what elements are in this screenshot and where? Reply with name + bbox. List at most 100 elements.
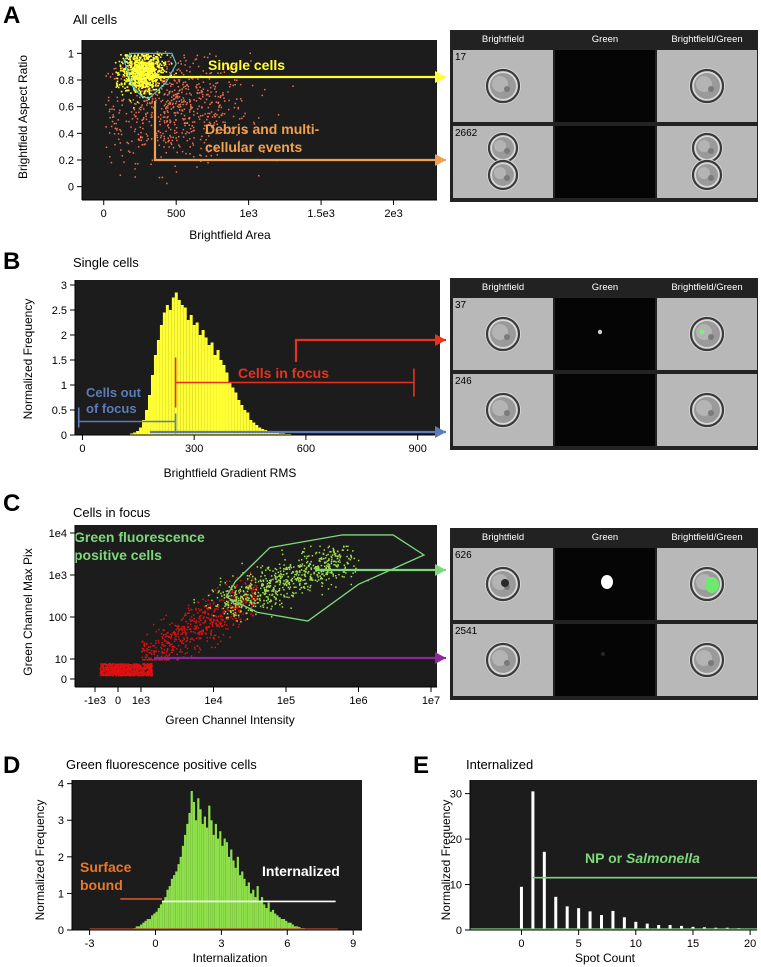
histogram-bar — [278, 917, 281, 930]
negative-cell-point — [125, 669, 127, 672]
cell-granule — [708, 660, 714, 666]
debris-point — [112, 105, 115, 108]
negative-cell-point — [110, 671, 113, 674]
fluorescent-blob — [601, 575, 613, 589]
panel-a-xtick-label: 2e3 — [384, 208, 402, 220]
positive-cell-point — [315, 551, 318, 554]
histogram-bar — [276, 433, 280, 435]
single-cell-point — [152, 62, 155, 64]
tile-background — [555, 126, 655, 198]
negative-cell-point — [142, 669, 144, 671]
negative-cell-point — [181, 651, 183, 653]
debris-point — [123, 161, 125, 163]
positive-cell-point — [297, 574, 300, 576]
panel-b-xtick-label: 900 — [408, 443, 426, 455]
single-cell-point — [141, 63, 144, 65]
panel-c-ytick-label: 100 — [49, 612, 67, 624]
debris-point — [183, 54, 185, 57]
negative-cell-point — [235, 619, 237, 622]
negative-cell-point — [215, 622, 217, 625]
negative-cell-point — [127, 671, 129, 673]
negative-cell-point — [134, 674, 136, 676]
histogram-bar — [155, 911, 158, 930]
negative-cell-point — [120, 670, 122, 672]
single-cell-point — [158, 70, 161, 73]
negative-cell-point — [238, 616, 240, 619]
histogram-bar — [258, 900, 261, 930]
negative-cell-point — [106, 672, 109, 674]
debris-point — [182, 101, 185, 103]
positive-cell-point — [260, 575, 262, 578]
positive-cell-point — [355, 567, 357, 570]
negative-cell-point — [223, 594, 225, 597]
positive-cell-point — [318, 579, 320, 581]
negative-cell-point — [124, 669, 126, 671]
single-cell-point — [147, 58, 149, 60]
histogram-bar — [177, 300, 181, 435]
single-cell-point — [135, 91, 137, 93]
histogram-bar — [264, 430, 268, 435]
debris-point — [209, 53, 211, 55]
positive-cell-point — [274, 575, 277, 578]
negative-cell-point — [101, 672, 103, 674]
debris-point — [185, 87, 187, 90]
negative-cell-point — [164, 655, 166, 658]
gallery-image-tile — [657, 50, 757, 122]
negative-cell-point — [217, 620, 219, 623]
debris-point — [261, 94, 263, 97]
single-cell-point — [129, 64, 132, 67]
negative-cell-point — [245, 592, 247, 594]
single-cell-point — [128, 61, 131, 64]
single-cell-point — [165, 71, 168, 73]
debris-point — [150, 114, 153, 116]
single-cell-point — [144, 74, 146, 77]
negative-cell-point — [172, 649, 175, 652]
negative-cell-point — [131, 664, 134, 666]
negative-cell-point — [195, 620, 198, 623]
debris-point — [168, 91, 171, 94]
negative-cell-point — [143, 642, 146, 644]
positive-cell-point — [324, 557, 327, 559]
negative-cell-point — [221, 608, 223, 610]
gallery-image-tile — [555, 548, 655, 620]
negative-cell-point — [176, 627, 179, 630]
histogram-bar — [153, 355, 157, 435]
single-cell-point — [119, 69, 122, 72]
positive-cell-point — [240, 610, 242, 612]
debris-point — [193, 110, 195, 113]
single-cell-point — [156, 63, 159, 65]
panel-a-xtick-label: 0 — [101, 208, 107, 220]
positive-cell-point — [347, 545, 349, 548]
positive-cell-point — [338, 553, 341, 556]
positive-cell-point — [271, 590, 273, 592]
debris-point — [168, 126, 170, 129]
debris-point — [155, 99, 157, 102]
debris-point — [149, 102, 152, 105]
positive-cell-point — [293, 576, 296, 578]
positive-cell-point — [279, 575, 282, 578]
histogram-bar — [140, 924, 143, 930]
debris-point — [121, 99, 123, 102]
positive-cell-point — [245, 607, 247, 609]
cell-membrane — [487, 159, 519, 191]
single-cell-point — [129, 61, 132, 63]
positive-cell-point — [233, 602, 235, 605]
debris-point — [199, 138, 202, 141]
single-cell-point — [125, 90, 127, 92]
negative-cell-point — [202, 598, 204, 601]
negative-cell-point — [238, 623, 241, 626]
single-cell-point — [154, 69, 157, 71]
negative-cell-point — [143, 663, 145, 665]
single-cell-point — [134, 65, 136, 67]
gallery-column-header: Green — [591, 34, 619, 45]
debris-point — [111, 108, 113, 110]
negative-cell-point — [123, 670, 126, 673]
single-cell-point — [123, 79, 126, 81]
positive-cell-point — [283, 584, 286, 586]
single-cell-point — [142, 96, 144, 99]
debris-point — [129, 71, 131, 74]
debris-point — [138, 111, 140, 113]
debris-point — [184, 124, 186, 127]
negative-cell-point — [186, 652, 188, 654]
negative-cell-point — [117, 668, 119, 670]
